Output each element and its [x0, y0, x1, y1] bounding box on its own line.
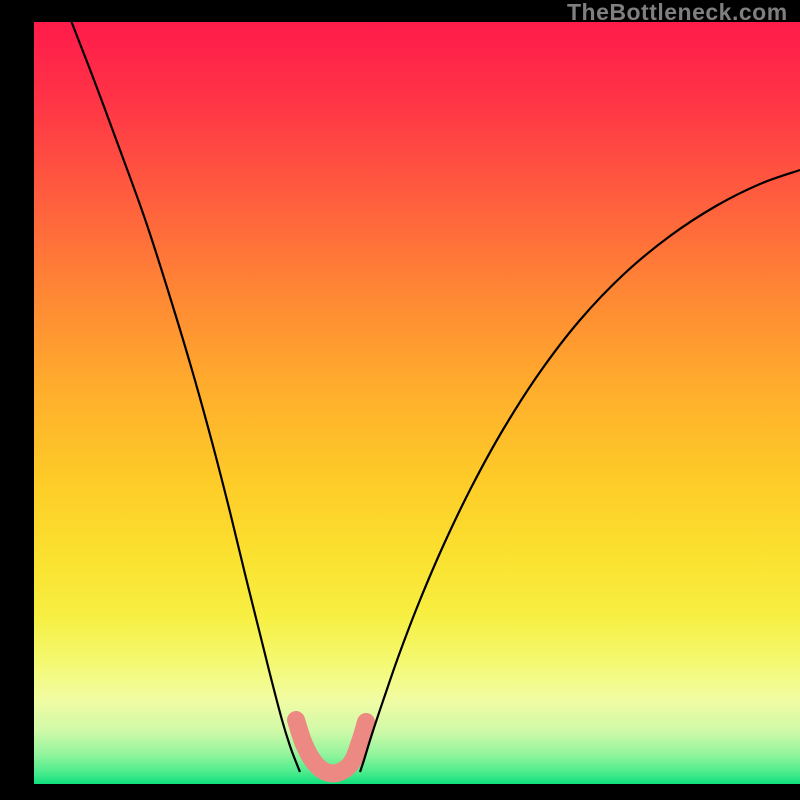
chart-svg [34, 22, 800, 784]
watermark-label: TheBottleneck.com [567, 0, 788, 26]
chart-plot-area [34, 22, 800, 784]
chart-background-gradient [34, 22, 800, 784]
